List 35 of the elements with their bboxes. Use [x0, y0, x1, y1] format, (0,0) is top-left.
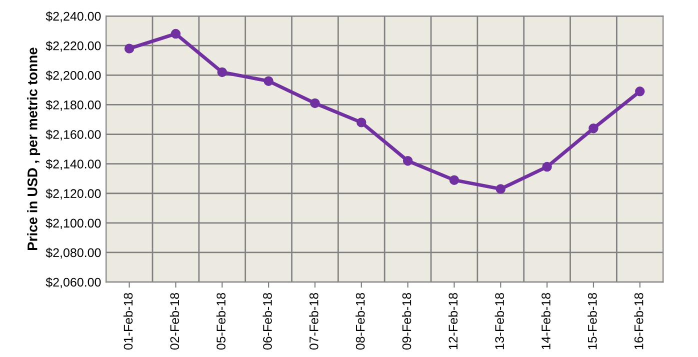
x-tick-label: 07-Feb-18 [309, 292, 318, 350]
point [310, 98, 320, 108]
x-tick-label: 01-Feb-18 [123, 292, 133, 350]
x-tick-label: 13-Feb-18 [494, 292, 504, 350]
x-tick-label: 16-Feb-18 [634, 292, 644, 350]
y-tick-label: $2,060.00 [46, 277, 101, 288]
x-tick-label: 02-Feb-18 [170, 292, 180, 350]
y-tick-label: $2,220.00 [46, 40, 101, 52]
point [356, 118, 366, 128]
y-tick-label: $2,140.00 [46, 159, 101, 170]
x-tick-label: 15-Feb-18 [588, 292, 597, 350]
x-tick-label: 08-Feb-18 [356, 292, 365, 350]
point [264, 76, 274, 86]
y-tick-label: $2,240.00 [46, 11, 101, 22]
y-tick-label: $2,100.00 [46, 218, 101, 230]
point [496, 184, 506, 194]
point [588, 124, 598, 134]
y-tick-label: $2,080.00 [46, 248, 101, 259]
y-axis-title: Price in USD , per metric tonne [27, 48, 40, 250]
point [542, 162, 552, 172]
x-tick-label: 12-Feb-18 [448, 292, 458, 350]
y-tick-label: $2,160.00 [46, 130, 101, 140]
x-tick-label: 05-Feb-18 [216, 292, 226, 350]
point [449, 175, 460, 185]
point [124, 44, 134, 54]
y-tick-label: $2,120.00 [46, 188, 101, 200]
x-tick-label: 09-Feb-18 [402, 292, 412, 350]
x-tick-label: 06-Feb-18 [262, 292, 272, 350]
point [635, 86, 645, 96]
point [217, 67, 227, 78]
point [170, 28, 181, 39]
y-tick-label: $2,200.00 [46, 70, 101, 82]
x-tick-label: 14-Feb-18 [541, 292, 550, 350]
point [402, 156, 413, 166]
y-tick-label: $2,180.00 [46, 100, 101, 111]
